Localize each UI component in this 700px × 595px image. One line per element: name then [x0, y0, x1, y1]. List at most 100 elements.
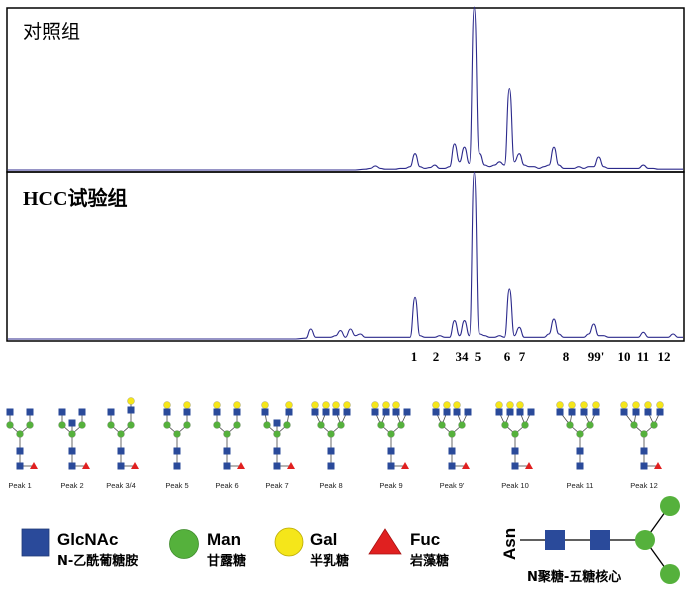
glycan-structure: [556, 401, 600, 470]
fucose-symbol: [30, 462, 38, 469]
glcnac-symbol: [68, 462, 76, 470]
glcnac-symbol: [311, 408, 319, 416]
legend-gal-cn: 半乳糖: [310, 553, 349, 569]
galactose-symbol: [261, 401, 269, 409]
glcnac-symbol: [382, 408, 390, 416]
legend-glcnac-name: GlcNAc: [57, 530, 118, 549]
glcnac-symbol: [273, 447, 281, 455]
galactose-symbol: [233, 401, 241, 409]
peak-number-label: 12: [658, 349, 671, 364]
galactose-symbol: [311, 401, 319, 409]
legend-man-icon: [169, 529, 199, 559]
legend-fuc-cn: 岩藻糖: [409, 553, 449, 569]
glycan-structure: [620, 401, 664, 470]
galactose-symbol: [556, 401, 564, 409]
glcnac-symbol: [223, 447, 231, 455]
glcnac-symbol: [58, 408, 66, 416]
glycan-caption: Peak 9: [379, 481, 402, 490]
chromatogram-hcc: HCC试验组: [6, 171, 685, 342]
galactose-symbol: [285, 401, 293, 409]
mannose-symbol: [377, 421, 385, 429]
galactose-symbol: [322, 401, 330, 409]
mannose-symbol: [566, 421, 574, 429]
glycan-caption: Peak 10: [501, 481, 529, 490]
core-glcnac: [590, 530, 610, 550]
galactose-symbol: [592, 401, 600, 409]
mannose-symbol: [16, 430, 24, 438]
mannose-symbol: [117, 430, 125, 438]
mannose-symbol: [213, 421, 221, 429]
peak-number-label: 7: [519, 349, 526, 364]
glycan-caption: Peak 12: [630, 481, 658, 490]
galactose-symbol: [580, 401, 588, 409]
glcnac-symbol: [387, 447, 395, 455]
glycan-caption: Peak 6: [215, 481, 238, 490]
glcnac-symbol: [576, 447, 584, 455]
galactose-symbol: [332, 401, 340, 409]
trace-control: [8, 6, 683, 171]
fucose-symbol: [401, 462, 409, 469]
mannose-symbol: [317, 421, 325, 429]
galactose-symbol: [656, 401, 664, 409]
glcnac-symbol: [332, 408, 340, 416]
panel-title-hcc: HCC试验组: [23, 186, 127, 210]
glcnac-symbol: [78, 408, 86, 416]
glcnac-symbol: [322, 408, 330, 416]
glcnac-symbol: [117, 447, 125, 455]
legend-man-cn: 甘露糖: [207, 553, 246, 569]
fucose-symbol: [525, 462, 533, 469]
glcnac-symbol: [261, 408, 269, 416]
mannose-symbol: [327, 430, 335, 438]
glcnac-symbol: [448, 462, 456, 470]
glcnac-symbol: [392, 408, 400, 416]
glcnac-symbol: [403, 408, 411, 416]
glcnac-symbol: [223, 462, 231, 470]
glcnac-symbol: [107, 408, 115, 416]
glcnac-symbol: [183, 408, 191, 416]
glycan-caption: Peak 9': [440, 481, 465, 490]
mannose-symbol: [337, 421, 345, 429]
trace-line: [8, 171, 683, 340]
glcnac-symbol: [511, 462, 519, 470]
panel-frame-hcc: [6, 171, 685, 342]
glcnac-symbol: [644, 408, 652, 416]
mannose-symbol: [273, 430, 281, 438]
glycan-structure: [495, 401, 535, 470]
glycan-structure: [163, 401, 191, 470]
glcnac-symbol: [568, 408, 576, 416]
glycan-structure: [107, 397, 139, 470]
mannose-symbol: [58, 421, 66, 429]
glycan-caption: Peak 11: [567, 481, 594, 490]
mannose-symbol: [650, 421, 658, 429]
peak-number-label: 11: [637, 349, 649, 364]
mannose-symbol: [6, 421, 14, 429]
glycan-caption: Peak 1: [8, 481, 31, 490]
peak-number-label: 2: [433, 349, 440, 364]
glcnac-symbol: [16, 447, 24, 455]
glcnac-symbol: [620, 408, 628, 416]
glcnac-symbol: [432, 408, 440, 416]
glcnac-symbol: [640, 447, 648, 455]
glcnac-symbol: [576, 462, 584, 470]
panel-title-control: 对照组: [23, 21, 80, 43]
galactose-symbol: [183, 401, 191, 409]
glcnac-symbol: [448, 447, 456, 455]
mannose-symbol: [183, 421, 191, 429]
fucose-symbol: [462, 462, 470, 469]
fucose-symbol: [237, 462, 245, 469]
glcnac-symbol: [26, 408, 34, 416]
mannose-symbol: [387, 430, 395, 438]
glcnac-symbol: [273, 419, 281, 427]
peak-number-label: 8: [563, 349, 570, 364]
core-label: N聚糖-五糖核心: [527, 569, 621, 585]
core-man: [635, 530, 655, 550]
glycan-caption: Peak 8: [319, 481, 342, 490]
glcnac-symbol: [632, 408, 640, 416]
glcnac-symbol: [592, 408, 600, 416]
glycan-structure: [58, 408, 90, 470]
chromatogram-control: 对照组: [6, 6, 685, 173]
core-man: [660, 496, 680, 516]
mannose-symbol: [521, 421, 529, 429]
mannose-symbol: [458, 421, 466, 429]
legend-gal-name: Gal: [310, 530, 337, 549]
